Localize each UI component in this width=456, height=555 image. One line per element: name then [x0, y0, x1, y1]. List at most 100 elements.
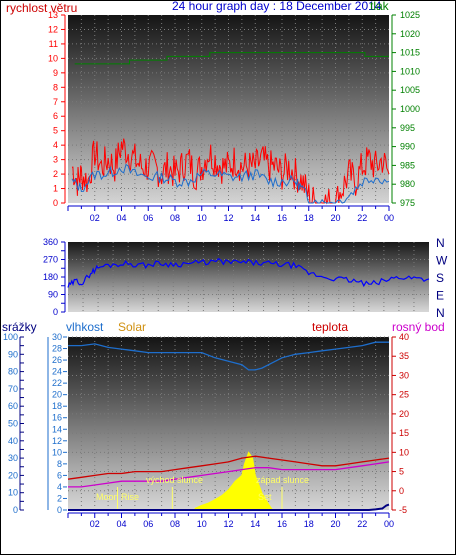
wind-tick-label: 5 — [53, 126, 58, 136]
secondary-tick-label: 8 — [57, 459, 62, 469]
pressure-line — [74, 52, 389, 65]
time-tick-label: 04 — [116, 519, 126, 529]
dewpoint-axis-title: rosný bod — [392, 320, 445, 334]
time-tick-label: 02 — [90, 519, 100, 529]
wind-tick-label: 6 — [53, 111, 58, 121]
time-tick-label: 12 — [223, 213, 233, 223]
wind-direction-line — [67, 257, 430, 288]
sunset-label: západ slunce — [256, 475, 309, 485]
humidity-tick-label: 0 — [13, 505, 18, 515]
time-tick-label: 02 — [90, 213, 100, 223]
humidity-tick-label: 70 — [8, 384, 18, 394]
temperature-tick-label: 10 — [399, 447, 409, 457]
time-tick-label: 16 — [277, 213, 287, 223]
wind-gust-line — [71, 163, 390, 204]
solar-area — [194, 451, 274, 511]
wind-tick-label: 9 — [53, 68, 58, 78]
solar-axis-title: Solar — [118, 320, 146, 334]
secondary-tick-label: 14 — [52, 424, 62, 434]
secondary-tick-label: 6 — [57, 470, 62, 480]
secondary-tick-label: 10 — [52, 447, 62, 457]
rain-line — [68, 503, 390, 511]
humidity-tick-label: 30 — [8, 453, 18, 463]
wind-tick-label: 12 — [48, 24, 58, 34]
wind-tick-label: 3 — [53, 155, 58, 165]
temperature-tick-label: 20 — [399, 409, 409, 419]
wind-tick-label: 10 — [48, 53, 58, 63]
temperature-tick-label: 40 — [399, 332, 409, 342]
humidity-tick-label: 90 — [8, 349, 18, 359]
compass-label: W — [436, 254, 448, 268]
pressure-axis-title: tlak — [370, 0, 390, 13]
time-tick-label: 14 — [250, 213, 260, 223]
temperature-tick-label: 25 — [399, 390, 409, 400]
wind-tick-label: 8 — [53, 82, 58, 92]
pressure-tick-label: 1025 — [400, 10, 420, 20]
humidity-tick-label: 40 — [8, 436, 18, 446]
time-tick-label: 20 — [330, 519, 340, 529]
time-tick-label: 16 — [277, 519, 287, 529]
humidity-tick-label: 20 — [8, 470, 18, 480]
secondary-tick-label: 0 — [57, 505, 62, 515]
time-tick-label: 00 — [384, 519, 394, 529]
wind-tick-label: 13 — [48, 10, 58, 20]
direction-tick-label: 180 — [43, 272, 58, 282]
pressure-tick-label: 990 — [400, 142, 415, 152]
time-tick-label: 22 — [357, 519, 367, 529]
pressure-tick-label: 1015 — [400, 48, 420, 58]
temperature-tick-label: 5 — [399, 467, 404, 477]
time-tick-label: 08 — [170, 519, 180, 529]
wind-tick-label: 1 — [53, 184, 58, 194]
time-tick-label: 18 — [304, 213, 314, 223]
time-tick-label: 14 — [250, 519, 260, 529]
wind-tick-label: 11 — [49, 39, 58, 49]
secondary-tick-label: 18 — [52, 401, 62, 411]
temperature-line — [67, 455, 390, 480]
pressure-tick-label: 1005 — [400, 85, 420, 95]
secondary-tick-label: 4 — [57, 482, 62, 492]
humidity-tick-label: 100 — [3, 332, 18, 342]
humidity-axis-title: vlhkost — [66, 320, 104, 334]
compass-label: E — [436, 289, 444, 303]
temperature-tick-label: 30 — [399, 370, 409, 380]
temperature-tick-label: 15 — [399, 428, 409, 438]
wind-tick-label: 2 — [53, 169, 58, 179]
time-tick-label: 20 — [330, 213, 340, 223]
secondary-tick-label: 2 — [57, 493, 62, 503]
time-tick-label: 12 — [223, 519, 233, 529]
pressure-tick-label: 980 — [400, 179, 415, 189]
humidity-tick-label: 10 — [8, 488, 18, 498]
compass-label: N — [436, 306, 445, 320]
temperature-axis-title: teplota — [312, 320, 348, 334]
chart-title: 24 hour graph day : 18 December 2014 — [172, 0, 382, 13]
moon-rise-label: Moon Rise — [96, 492, 139, 502]
wind-tick-label: 7 — [53, 97, 58, 107]
time-tick-label: 06 — [143, 519, 153, 529]
secondary-tick-label: 24 — [52, 367, 62, 377]
direction-tick-label: 0 — [53, 307, 58, 317]
pressure-tick-label: 1010 — [400, 66, 420, 76]
time-tick-label: 08 — [170, 213, 180, 223]
compass-label: S — [436, 271, 444, 285]
compass-label: N — [436, 236, 445, 250]
direction-tick-label: 270 — [43, 255, 58, 265]
wind-tick-label: 0 — [53, 198, 58, 208]
time-tick-label: 10 — [197, 213, 207, 223]
time-tick-label: 06 — [143, 213, 153, 223]
direction-tick-label: 360 — [43, 237, 58, 247]
rain-axis-title: srážky — [2, 320, 37, 334]
moon-set-label: Set — [258, 492, 272, 502]
pressure-tick-label: 995 — [400, 123, 415, 133]
temperature-tick-label: 35 — [399, 351, 409, 361]
pressure-tick-label: 985 — [400, 160, 415, 170]
time-tick-label: 04 — [116, 213, 126, 223]
time-tick-label: 00 — [384, 213, 394, 223]
climate-panel — [68, 337, 389, 510]
time-tick-label: 18 — [304, 519, 314, 529]
temperature-tick-label: -5 — [399, 505, 407, 515]
secondary-tick-label: 20 — [52, 390, 62, 400]
direction-tick-label: 90 — [48, 290, 58, 300]
humidity-tick-label: 80 — [8, 367, 18, 377]
time-tick-label: 10 — [197, 519, 207, 529]
